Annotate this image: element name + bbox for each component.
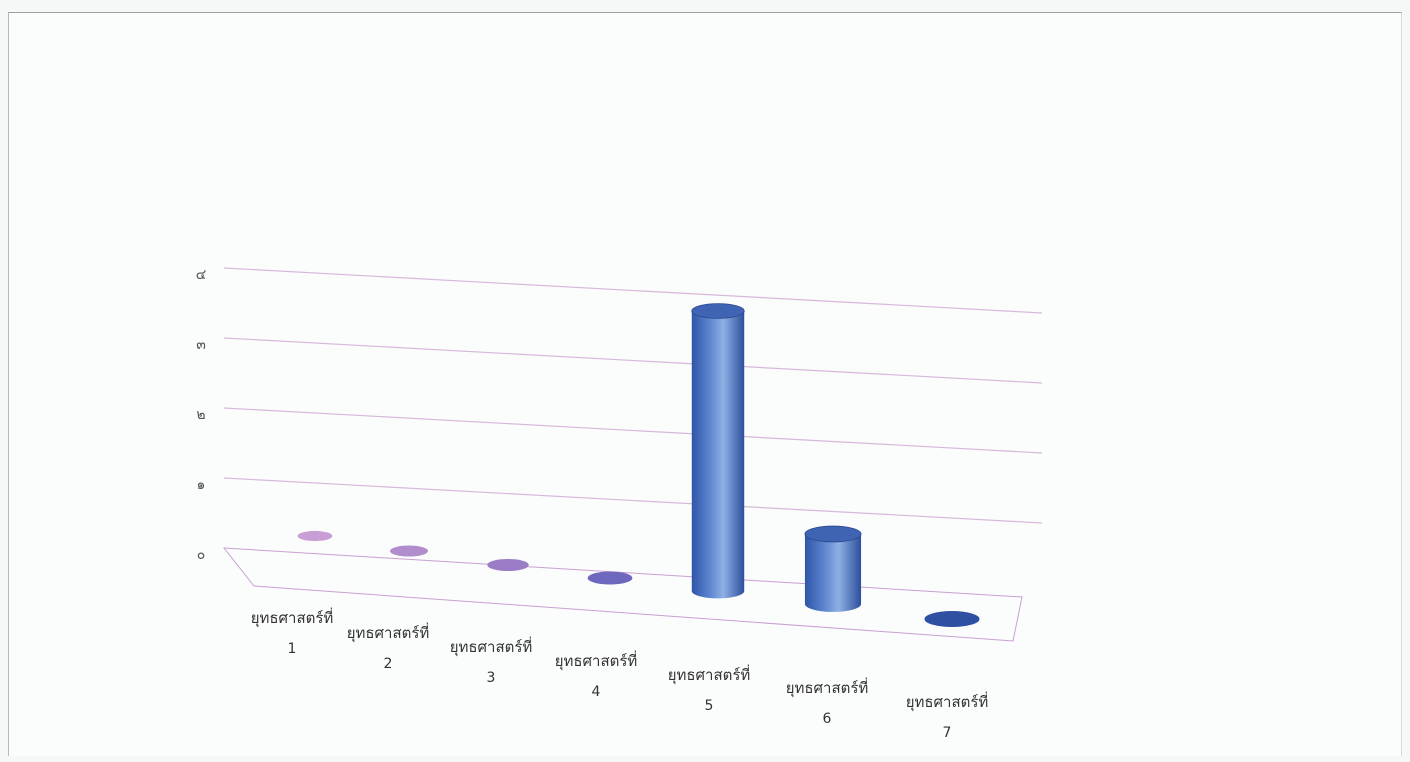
x-category-number: 7: [943, 725, 952, 741]
x-category-label: ยุทธศาสตร์ที่ 3: [450, 636, 533, 686]
bar-zero-disc: [389, 545, 429, 557]
x-category-label: ยุทธศาสตร์ที่ 6: [786, 677, 869, 727]
bar: [389, 545, 429, 557]
bar: [487, 558, 529, 572]
bar: [924, 610, 980, 628]
bar-zero-disc: [924, 610, 980, 628]
x-category-label: ยุทธศาสตร์ที่ 2: [347, 622, 430, 672]
x-category-label: ยุทธศาสตร์ที่ 5: [668, 664, 751, 714]
x-category-name: ยุทธศาสตร์ที่: [786, 677, 869, 698]
x-category-name: ยุทธศาสตร์ที่: [251, 607, 334, 628]
x-category-name: ยุทธศาสตร์ที่: [450, 636, 533, 657]
x-category-number: 6: [823, 711, 832, 727]
x-category-number: 3: [487, 670, 496, 686]
y-axis-ticks: ๐ ๑ ๒ ๓ ๔: [196, 267, 207, 563]
bar: [587, 571, 633, 585]
x-category-number: 4: [592, 684, 601, 700]
x-category-number: 2: [384, 656, 393, 672]
x-category-name: ยุทธศาสตร์ที่: [555, 650, 638, 671]
x-category-number: 1: [288, 641, 297, 657]
x-category-name: ยุทธศาสตร์ที่: [906, 691, 989, 712]
gridline: [223, 477, 1043, 524]
chart-floor: [222, 547, 1023, 642]
gridline: [223, 267, 1043, 314]
y-tick-label: ๐: [197, 547, 206, 563]
y-tick-label: ๒: [196, 407, 205, 423]
gridline: [223, 337, 1043, 384]
gridlines: [223, 267, 1043, 524]
x-category-number: 5: [705, 698, 714, 714]
x-category-label: ยุทธศาสตร์ที่ 4: [555, 650, 638, 700]
floor-outline: [222, 547, 1023, 642]
x-axis-labels: ยุทธศาสตร์ที่1ยุทธศาสตร์ที่2ยุทธศาสตร์ที…: [251, 607, 989, 741]
bar-top: [804, 525, 862, 543]
y-tick-label: ๑: [197, 477, 206, 493]
y-tick-label: ๔: [196, 267, 207, 283]
bar: [297, 530, 333, 542]
x-category-name: ยุทธศาสตร์ที่: [668, 664, 751, 685]
bar-body: [804, 534, 862, 612]
bar-zero-disc: [297, 530, 333, 542]
x-category-name: ยุทธศาสตร์ที่: [347, 622, 430, 643]
chart-frame: ๐๑๒๓๔ ยุทธศาสตร์ที่ 1 ยุทธศาสตร์ที่ 2 ยุทธศา…: [8, 12, 1402, 756]
x-category-label: ยุทธศาสตร์ที่ 7: [906, 691, 989, 741]
x-category-label: ยุทธศาสตร์ที่ 1: [251, 607, 334, 657]
bar: [804, 525, 862, 612]
y-tick-label: ๓: [196, 337, 206, 353]
bar-top: [691, 303, 745, 319]
bar: [691, 303, 745, 599]
bar-zero-disc: [587, 571, 633, 585]
bar-body: [691, 311, 745, 599]
gridline: [223, 407, 1043, 454]
bars: [297, 303, 980, 628]
bar-zero-disc: [487, 558, 529, 572]
